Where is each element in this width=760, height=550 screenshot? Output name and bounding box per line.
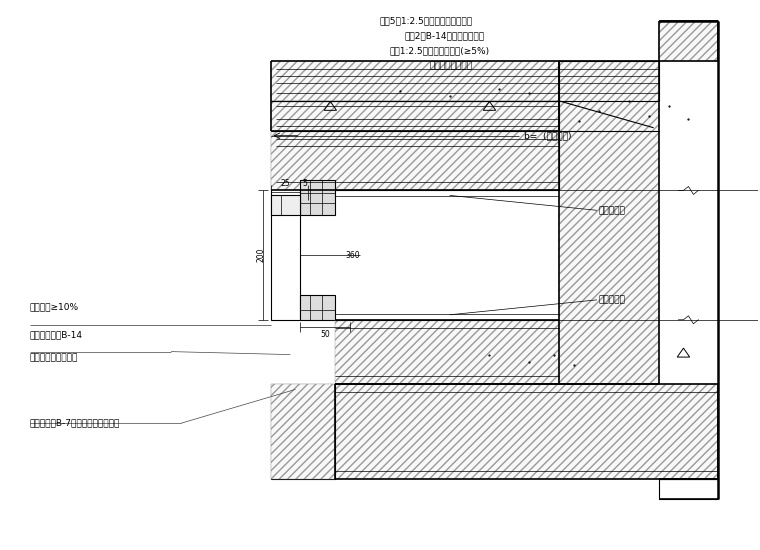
Bar xyxy=(271,61,659,101)
Text: 抹灰1:2.5木浆砂浆找坡层(≥5%): 抹灰1:2.5木浆砂浆找坡层(≥5%) xyxy=(390,47,490,56)
Text: 室铝复合框: 室铝复合框 xyxy=(599,206,625,215)
Bar xyxy=(300,180,335,215)
Text: b=  (按设计定): b= (按设计定) xyxy=(524,131,572,140)
Bar xyxy=(271,101,559,131)
Text: 弹性聚硫胶B-7嵌门板缝防水密封条: 弹性聚硫胶B-7嵌门板缝防水密封条 xyxy=(30,419,120,428)
Bar xyxy=(659,479,718,499)
Text: 抹灰5厚1:2.5钢刷木浆砂浆找坡层: 抹灰5厚1:2.5钢刷木浆砂浆找坡层 xyxy=(380,17,473,26)
Bar xyxy=(271,384,335,479)
Bar xyxy=(659,21,718,61)
Text: 窗台坡度≥10%: 窗台坡度≥10% xyxy=(30,303,79,312)
Text: 铝塑复合型材B-14: 铝塑复合型材B-14 xyxy=(30,331,83,340)
Bar xyxy=(300,295,335,320)
Text: 200: 200 xyxy=(256,248,265,262)
Text: 双联密封胶: 双联密封胶 xyxy=(599,295,625,304)
Bar xyxy=(335,384,718,479)
Bar xyxy=(335,320,559,384)
Text: 钢筋混凝土结构层: 钢筋混凝土结构层 xyxy=(429,62,473,70)
Bar xyxy=(271,384,335,479)
Text: 50: 50 xyxy=(321,329,330,339)
Bar xyxy=(271,131,300,320)
Bar xyxy=(271,195,300,215)
Text: 360: 360 xyxy=(345,251,359,260)
Text: 涂刷2度B-14弹性防潮防水层: 涂刷2度B-14弹性防潮防水层 xyxy=(405,32,485,41)
Bar xyxy=(271,131,559,190)
Text: 弹性木浆砂浆防水层: 弹性木浆砂浆防水层 xyxy=(30,354,78,362)
Text: 25: 25 xyxy=(280,179,290,189)
Text: 5: 5 xyxy=(302,179,307,189)
Bar xyxy=(559,61,659,384)
Polygon shape xyxy=(559,61,659,131)
